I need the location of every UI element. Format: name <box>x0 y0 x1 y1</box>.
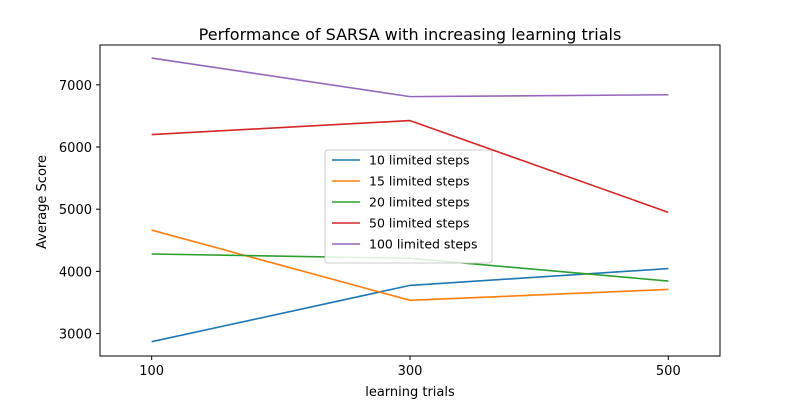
x-tick-label: 300 <box>398 364 423 379</box>
series-line-1 <box>151 267 669 343</box>
x-tick-label: 500 <box>656 364 681 379</box>
legend-box <box>324 149 493 264</box>
legend-label: 10 limited steps <box>369 153 470 168</box>
y-tick-label: 6000 <box>59 141 92 156</box>
legend-label: 50 limited steps <box>369 216 470 231</box>
y-tick-label: 7000 <box>59 79 92 94</box>
y-tick-label: 5000 <box>59 203 92 218</box>
legend-label: 20 limited steps <box>369 195 470 210</box>
chart-title: Performance of SARSA with increasing lea… <box>199 25 622 44</box>
series-line-2 <box>151 229 669 302</box>
y-tick-label: 4000 <box>59 265 92 280</box>
axes: 100 300 500 3000 4000 5000 6000 7000 <box>59 79 681 379</box>
series-line-4 <box>151 119 669 214</box>
legend: 10 limited steps 15 limited steps 20 limit… <box>324 149 493 264</box>
legend-label: 100 limited steps <box>369 237 477 252</box>
legend-label: 15 limited steps <box>369 174 470 189</box>
x-tick-label: 100 <box>139 364 164 379</box>
y-tick-label: 3000 <box>59 328 92 343</box>
y-axis-label: Average Score <box>35 155 50 249</box>
x-axis-label: learning trials <box>365 385 455 400</box>
series-line-5 <box>151 57 669 98</box>
